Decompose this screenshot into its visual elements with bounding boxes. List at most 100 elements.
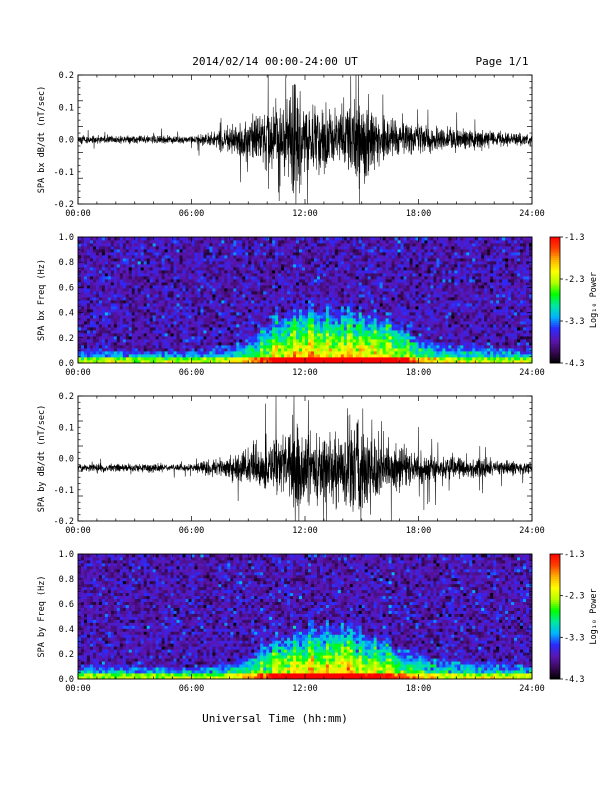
spectrogram-cell bbox=[266, 240, 269, 243]
spectrogram-cell bbox=[84, 246, 87, 249]
spectrogram-cell bbox=[138, 324, 141, 327]
spectrogram-cell bbox=[272, 291, 275, 294]
spectrogram-cell bbox=[281, 285, 284, 288]
spectrogram-cell bbox=[419, 288, 422, 291]
spectrogram-cell bbox=[96, 237, 99, 240]
spectrogram-cell bbox=[189, 243, 192, 246]
spectrogram-cell bbox=[413, 282, 416, 285]
spectrogram-cell bbox=[338, 330, 341, 333]
spectrogram-cell bbox=[365, 249, 368, 252]
spectrogram-cell bbox=[281, 252, 284, 255]
spectrogram-cell bbox=[192, 252, 195, 255]
spectrogram-cell bbox=[200, 249, 203, 252]
spectrogram-cell bbox=[162, 285, 165, 288]
spectrogram-cell bbox=[236, 312, 239, 315]
spectrogram-cell bbox=[224, 357, 227, 360]
spectrogram-cell bbox=[168, 249, 171, 252]
spectrogram-cell bbox=[389, 351, 392, 354]
spectrogram-cell bbox=[293, 339, 296, 342]
spectrogram-cell bbox=[347, 276, 350, 279]
spectrogram-cell bbox=[326, 318, 329, 321]
spectrogram-cell bbox=[329, 303, 332, 306]
spectrogram-cell bbox=[81, 240, 84, 243]
spectrogram-cell bbox=[233, 348, 236, 351]
spectrogram-cell bbox=[147, 351, 150, 354]
spectrogram-cell bbox=[168, 282, 171, 285]
spectrogram-cell bbox=[153, 258, 156, 261]
spectrogram-cell bbox=[305, 351, 308, 354]
spectrogram-cell bbox=[141, 288, 144, 291]
spectrogram-cell bbox=[168, 285, 171, 288]
spectrogram-cell bbox=[317, 288, 320, 291]
spectrogram-cell bbox=[189, 291, 192, 294]
spectrogram-cell bbox=[350, 252, 353, 255]
spectrogram-cell bbox=[189, 309, 192, 312]
spectrogram-cell bbox=[209, 294, 212, 297]
x-tick-label: 12:00 bbox=[292, 209, 318, 219]
spectrogram-cell bbox=[395, 297, 398, 300]
spectrogram-cell bbox=[215, 288, 218, 291]
spectrogram-cell bbox=[293, 291, 296, 294]
spectrogram-cell bbox=[287, 285, 290, 288]
spectrogram-cell bbox=[401, 285, 404, 288]
spectrogram-cell bbox=[141, 306, 144, 309]
spectrogram-cell bbox=[392, 267, 395, 270]
spectrogram-cell bbox=[105, 357, 108, 360]
spectrogram-cell bbox=[344, 321, 347, 324]
spectrogram-cell bbox=[362, 345, 365, 348]
spectrogram-cell bbox=[84, 288, 87, 291]
spectrogram-cell bbox=[165, 252, 168, 255]
spectrogram-cell bbox=[353, 267, 356, 270]
spectrogram-cell bbox=[305, 318, 308, 321]
spectrogram-cell bbox=[203, 240, 206, 243]
spectrogram-cell bbox=[416, 342, 419, 345]
spectrogram-cell bbox=[189, 285, 192, 288]
spectrogram-cell bbox=[153, 318, 156, 321]
spectrogram-cell bbox=[407, 321, 410, 324]
spectrogram-cell bbox=[105, 267, 108, 270]
spectrogram-cell bbox=[239, 252, 242, 255]
spectrogram-cell bbox=[266, 264, 269, 267]
spectrogram-cell bbox=[392, 351, 395, 354]
spectrogram-cell bbox=[407, 327, 410, 330]
spectrogram-cell bbox=[251, 333, 254, 336]
spectrogram-cell bbox=[215, 276, 218, 279]
spectrogram-cell bbox=[87, 252, 90, 255]
spectrogram-cell bbox=[404, 342, 407, 345]
spectrogram-cell bbox=[401, 333, 404, 336]
spectrogram-cell bbox=[335, 282, 338, 285]
spectrogram-cell bbox=[353, 309, 356, 312]
spectrogram-cell bbox=[221, 297, 224, 300]
spectrogram-cell bbox=[212, 351, 215, 354]
spectrogram-cell bbox=[302, 273, 305, 276]
spectrogram-cell bbox=[257, 315, 260, 318]
spectrogram-cell bbox=[374, 300, 377, 303]
spectrogram-cell bbox=[168, 315, 171, 318]
spectrogram-cell bbox=[269, 261, 272, 264]
spectrogram-cell bbox=[284, 246, 287, 249]
spectrogram-cell bbox=[317, 357, 320, 360]
spectrogram-cell bbox=[308, 357, 311, 360]
spectrogram-cell bbox=[386, 291, 389, 294]
spectrogram-cell bbox=[338, 342, 341, 345]
spectrogram-cell bbox=[144, 300, 147, 303]
spectrogram-cell bbox=[347, 294, 350, 297]
spectrogram-cell bbox=[215, 294, 218, 297]
spectrogram-cell bbox=[227, 282, 230, 285]
spectrogram-cell bbox=[99, 348, 102, 351]
spectrogram-cell bbox=[81, 333, 84, 336]
spectrogram-cell bbox=[215, 267, 218, 270]
spectrogram-cell bbox=[233, 351, 236, 354]
spectrogram-cell bbox=[320, 243, 323, 246]
spectrogram-cell bbox=[272, 243, 275, 246]
spectrogram-cell bbox=[314, 309, 317, 312]
spectrogram-cell bbox=[96, 342, 99, 345]
spectrogram-cell bbox=[368, 357, 371, 360]
spectrogram-cell bbox=[218, 282, 221, 285]
spectrogram-cell bbox=[141, 264, 144, 267]
spectrogram-cell bbox=[374, 339, 377, 342]
spectrogram-cell bbox=[377, 345, 380, 348]
spectrogram-cell bbox=[144, 339, 147, 342]
spectrogram-cell bbox=[200, 312, 203, 315]
spectrogram-cell bbox=[236, 270, 239, 273]
